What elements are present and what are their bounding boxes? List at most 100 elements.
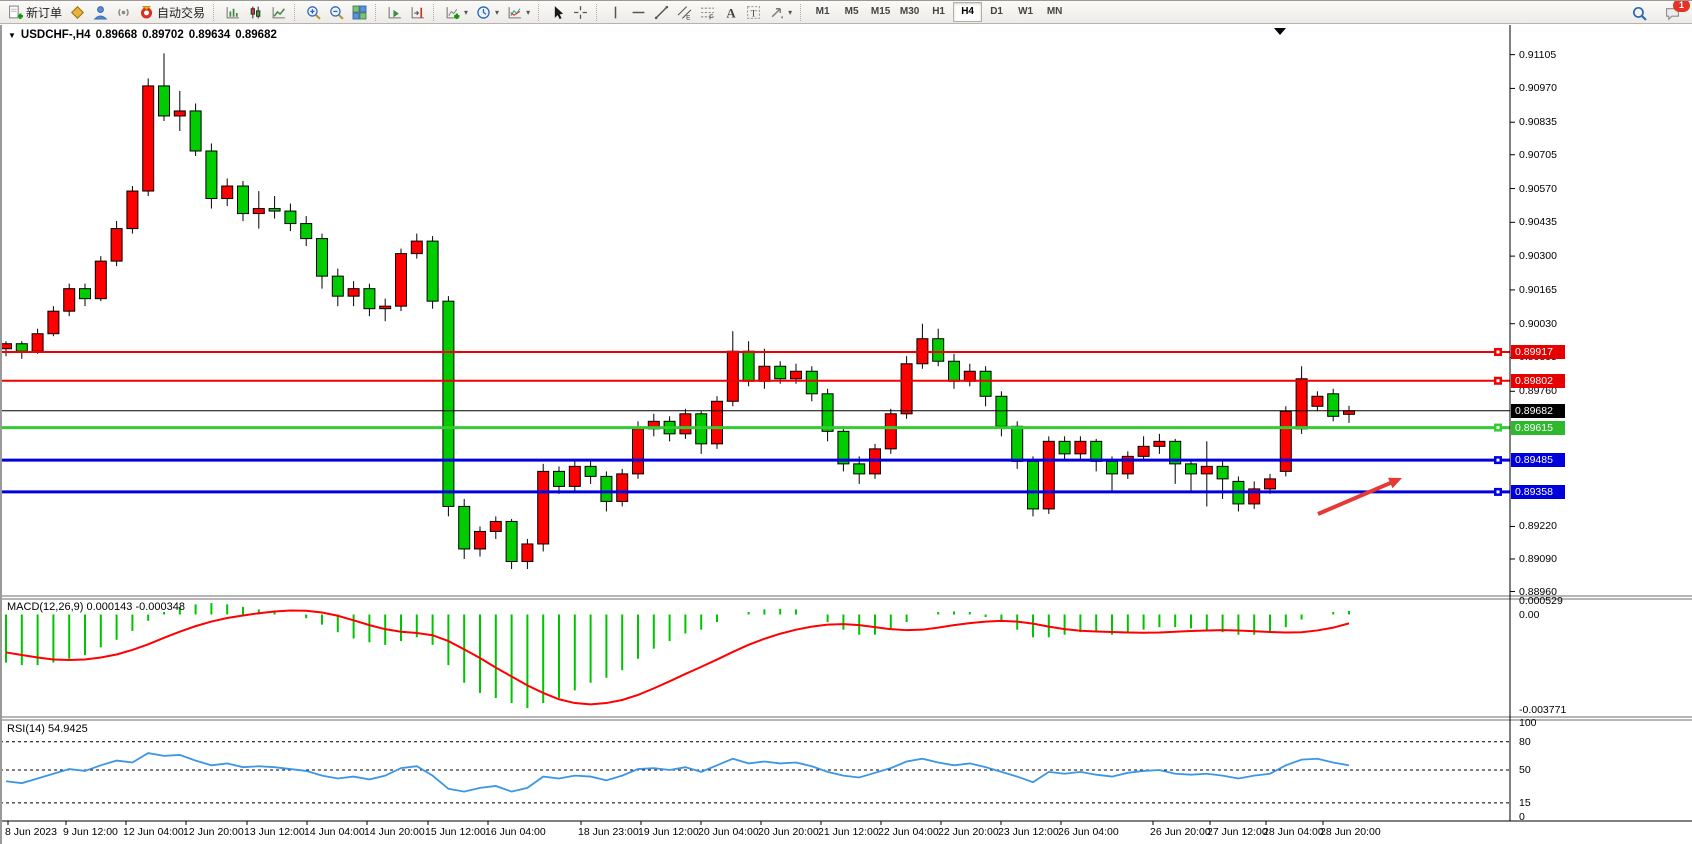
timeframe-w1[interactable]: W1 — [1018, 6, 1034, 17]
price-tick-label: 0.91105 — [1519, 48, 1557, 61]
vline-icon — [608, 5, 623, 20]
autoscroll-icon — [387, 5, 402, 20]
svg-text:T: T — [751, 8, 757, 19]
crosshair-button[interactable] — [569, 1, 592, 23]
toolbar-separator — [433, 3, 437, 21]
time-axis-label: 28 Jun 20:00 — [1320, 826, 1381, 838]
open-value: 0.89668 — [95, 29, 138, 41]
cursor-button[interactable] — [546, 1, 569, 23]
chart-canvas[interactable] — [0, 25, 1692, 844]
chevron-down-icon: ▾ — [495, 7, 500, 17]
price-line-label: 0.89802 — [1511, 373, 1565, 388]
text-label-button[interactable]: T — [742, 1, 765, 23]
chevron-down-icon: ▾ — [788, 7, 793, 17]
bar-chart-button[interactable] — [221, 1, 244, 23]
textT-icon: T — [746, 5, 761, 20]
time-axis-label: 28 Jun 04:00 — [1263, 826, 1324, 838]
timeframe-mn[interactable]: MN — [1046, 6, 1063, 17]
macd-axis-label: 0.000529 — [1519, 595, 1563, 608]
zoom-out-button[interactable] — [325, 1, 348, 23]
collapse-icon[interactable]: ▼ — [8, 30, 16, 40]
macd-axis-label: -0.003771 — [1519, 703, 1567, 716]
chart-shift-button[interactable] — [406, 1, 429, 23]
timeframe-h4[interactable]: H4 — [953, 2, 983, 22]
price-tick-label: 0.90165 — [1519, 283, 1557, 296]
gold-cube-button[interactable] — [66, 1, 89, 23]
timeframe-h1[interactable]: H1 — [932, 6, 945, 17]
new-order-button[interactable]: 新订单 — [4, 1, 66, 23]
high-value: 0.89702 — [142, 29, 184, 41]
horizontal-line-button[interactable] — [627, 1, 650, 23]
cursor-icon — [550, 5, 565, 20]
timeframe-m30[interactable]: M30 — [899, 6, 920, 17]
arrows-icon — [769, 5, 784, 20]
price-tick-label: 0.89220 — [1519, 520, 1557, 533]
person-icon — [93, 5, 108, 20]
price-tick-label: 0.90835 — [1519, 116, 1557, 129]
periods-button[interactable]: ▾ — [472, 1, 503, 23]
time-axis-label: 20 Jun 04:00 — [698, 826, 759, 838]
auto-scroll-button[interactable] — [383, 1, 406, 23]
zoom-out-icon — [329, 5, 344, 20]
templates-button[interactable]: ▾ — [503, 1, 534, 23]
price-line-label: 0.89358 — [1511, 484, 1565, 499]
arrows-button[interactable]: ▾ — [765, 1, 796, 23]
chart-title[interactable]: ▼ USDCHF-,H4 0.89668 0.89702 0.89634 0.8… — [8, 29, 277, 41]
time-axis-label: 22 Jun 20:00 — [938, 826, 999, 838]
template-icon — [507, 5, 522, 20]
rsi-axis-label: 15 — [1519, 796, 1531, 809]
chart-shift-marker — [1274, 28, 1286, 35]
main-toolbar: 新订单 自动交易 ▾ ▾ ▾ E F A T ▾ M1 M5 M15 M30 H1 H4 D1 W1 MN 1 — [0, 1, 1692, 24]
clock-icon — [476, 5, 491, 20]
price-tick-label: 0.90030 — [1519, 317, 1557, 330]
time-axis-label: 22 Jun 04:00 — [878, 826, 939, 838]
indicators-button[interactable]: ▾ — [441, 1, 472, 23]
price-tick-label: 0.90300 — [1519, 250, 1557, 263]
svg-text:E: E — [686, 14, 690, 20]
expert-advisor-button[interactable] — [89, 1, 112, 23]
search-icon — [1632, 6, 1647, 21]
close-value: 0.89682 — [235, 29, 277, 41]
time-axis-label: 26 Jun 20:00 — [1150, 826, 1211, 838]
toolbar-separator — [294, 3, 298, 21]
zoom-in-icon — [306, 5, 321, 20]
fibonacci-button[interactable]: F — [696, 1, 719, 23]
trendline-button[interactable] — [650, 1, 673, 23]
price-tick-label: 0.89090 — [1519, 552, 1557, 565]
timeframe-m1[interactable]: M1 — [815, 6, 830, 17]
timeframe-m5[interactable]: M5 — [844, 6, 859, 17]
timeframe-d1[interactable]: D1 — [990, 6, 1003, 17]
price-line-label: 0.89917 — [1511, 344, 1565, 359]
text-button[interactable]: A — [719, 1, 742, 23]
signals-button[interactable] — [112, 1, 135, 23]
line-chart-button[interactable] — [267, 1, 290, 23]
candlestick-chart-button[interactable] — [244, 1, 267, 23]
zoom-in-button[interactable] — [302, 1, 325, 23]
timeframe-m15[interactable]: M15 — [870, 6, 891, 17]
notifications-button[interactable]: 1 — [1661, 1, 1690, 24]
rsi-axis-label: 0 — [1519, 811, 1525, 823]
time-axis-label: 12 Jun 04:00 — [123, 826, 184, 838]
time-axis-label: 8 Jun 2023 — [5, 826, 57, 838]
price-tick-label: 0.90435 — [1519, 216, 1557, 229]
macd-signal-line — [5, 609, 1350, 706]
candles-icon — [248, 5, 263, 20]
toolbar-separator — [800, 3, 804, 21]
tile-windows-button[interactable] — [348, 1, 371, 23]
price-tick-label: 0.90970 — [1519, 82, 1557, 95]
vertical-line-button[interactable] — [604, 1, 627, 23]
tline-icon — [654, 5, 669, 20]
toolbar-separator — [375, 3, 379, 21]
price-line-label: 0.89615 — [1511, 420, 1565, 435]
hline-icon — [631, 5, 646, 20]
robot-icon — [139, 5, 154, 20]
price-tick-label: 0.89760 — [1519, 385, 1557, 398]
autotrading-button[interactable]: 自动交易 — [135, 1, 209, 23]
price-tick-label: 0.90705 — [1519, 148, 1557, 161]
search-button[interactable] — [1628, 2, 1651, 24]
time-axis-label: 23 Jun 12:00 — [998, 826, 1059, 838]
toolbar-separator — [596, 3, 600, 21]
equidistant-channel-button[interactable]: E — [673, 1, 696, 23]
time-axis-label: 27 Jun 12:00 — [1207, 826, 1268, 838]
